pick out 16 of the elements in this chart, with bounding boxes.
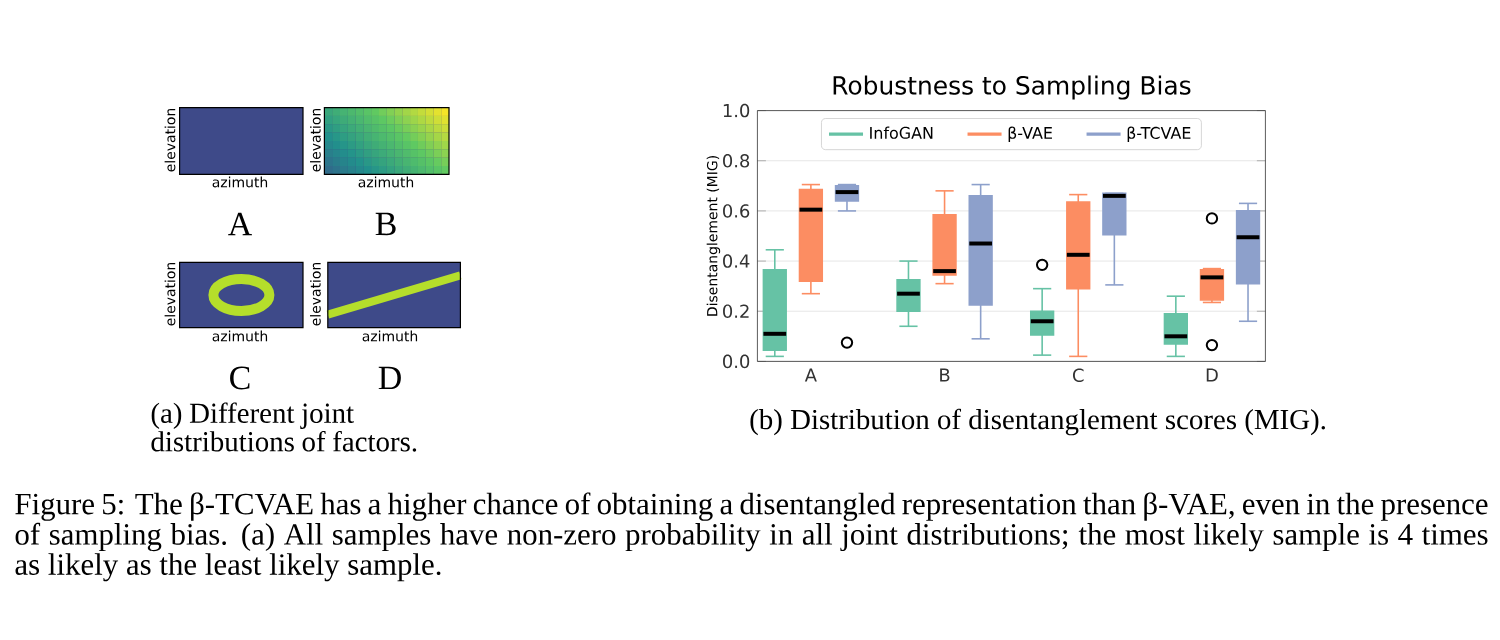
text: B	[375, 212, 396, 236]
text: (a) Different joint distributions of factors.	[151, 402, 417, 452]
y-tick-label: 0.4	[723, 254, 750, 268]
x-tick-label: A	[804, 368, 817, 382]
caption: Figure 5: The β-TCVAE has a higher chance of obtaining a disentangled representation than β-VAE, even in the presence of sampling bias. (a) All samples have non-zero probability in all joint distributions; the most likely sample is 4 times as likely as the least likely sample.	[15, 492, 1488, 582]
y-tick-label: 0.8	[723, 153, 750, 168]
y-tick-label: 0.2	[723, 304, 749, 319]
x-tick-label: D	[1206, 368, 1218, 382]
x-tick-label: C	[1072, 368, 1084, 382]
y-tick-label: 0.0	[723, 354, 750, 369]
x-tick-label: B	[940, 368, 950, 382]
chart-title: Robustness to Sampling Bias	[833, 75, 1191, 100]
text: (b) Distribution of disentanglement scores (MIG).	[750, 408, 1325, 436]
text: A	[228, 212, 252, 236]
y-tick-label: 1.0	[723, 103, 750, 118]
y-tick-label: 0.6	[723, 204, 750, 218]
